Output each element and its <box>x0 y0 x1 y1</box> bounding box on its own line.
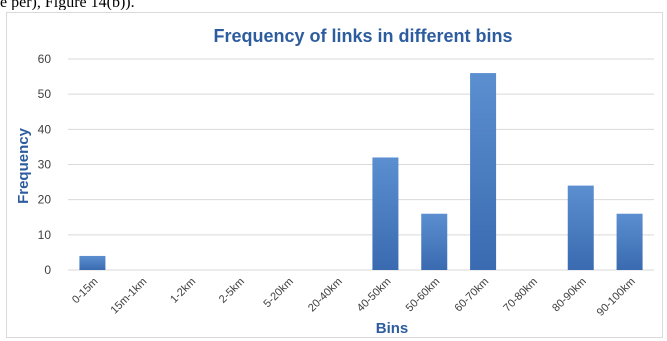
y-tick-label: 30 <box>38 158 52 172</box>
bar-90-100km <box>616 213 643 270</box>
y-axis-title: Frequency <box>15 127 32 204</box>
y-tick-label: 20 <box>38 193 52 207</box>
y-tick-label: 10 <box>38 228 52 242</box>
bar-80-90km <box>567 185 594 270</box>
chart-title: Frequency of links in different bins <box>213 26 512 46</box>
bar-50-60km <box>421 213 448 270</box>
bar-40-50km <box>372 157 399 270</box>
x-axis-title: Bins <box>376 320 409 337</box>
x-tick-label: 20-40km <box>306 276 345 315</box>
y-tick-label: 60 <box>38 52 52 66</box>
x-tick-label: 60-70km <box>452 276 491 315</box>
x-tick-label: 50-60km <box>404 276 443 315</box>
x-tick-label: 90-100km <box>595 276 638 319</box>
x-tick-label: 40-50km <box>355 276 394 315</box>
y-tick-label: 40 <box>38 122 52 136</box>
bar-0-15m <box>79 255 106 270</box>
chart-container <box>6 12 663 338</box>
y-tick-label: 0 <box>44 263 51 277</box>
bar-60-70km <box>470 73 497 270</box>
x-tick-label: 70-80km <box>501 276 540 315</box>
x-tick-label: 15m-1km <box>108 276 149 317</box>
x-tick-label: 1-2km <box>168 276 198 306</box>
top-cut-text: e per), Figure 14(b)). <box>0 0 135 10</box>
x-tick-label: 2-5km <box>217 276 247 306</box>
x-tick-label: 5-20km <box>261 276 295 310</box>
x-tick-label: 0-15m <box>70 276 101 307</box>
x-tick-label: 80-90km <box>550 276 589 315</box>
y-tick-label: 50 <box>38 87 52 101</box>
